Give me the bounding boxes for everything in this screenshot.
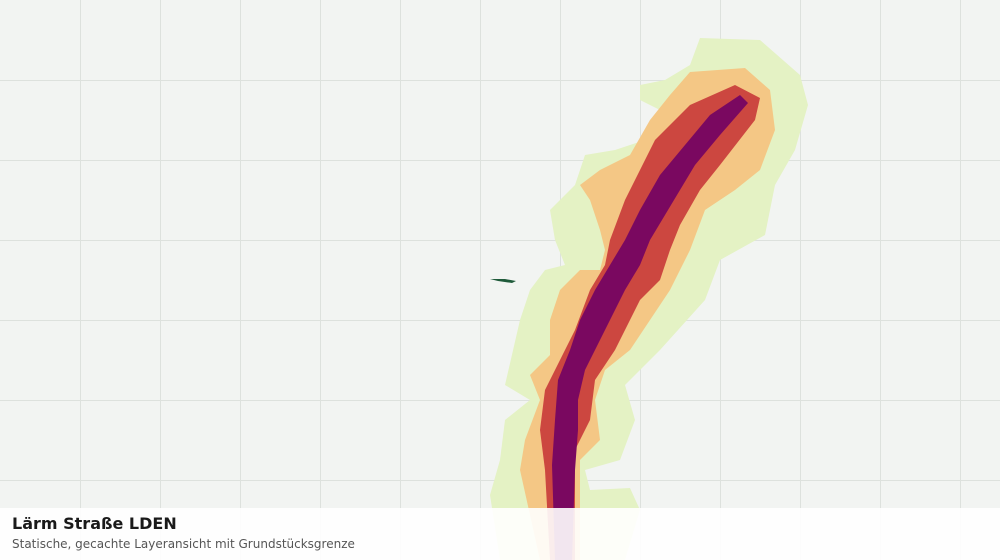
parcel-boundary bbox=[490, 279, 516, 283]
noise-zone-medium bbox=[520, 68, 775, 560]
layer-subtitle: Statische, gecachte Layeransicht mit Gru… bbox=[12, 537, 355, 551]
info-panel: Lärm Straße LDEN Statische, gecachte Lay… bbox=[0, 508, 1000, 560]
layer-title: Lärm Straße LDEN bbox=[12, 514, 177, 533]
